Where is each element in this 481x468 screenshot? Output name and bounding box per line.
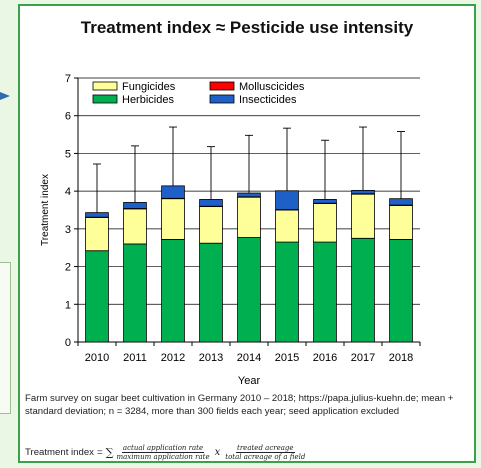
legend-label-molluscicides: Molluscicides (239, 81, 305, 93)
fraction-acreage: treated acreage total acreage of a field (225, 444, 305, 461)
bar-herbicides-2017 (351, 237, 375, 343)
y-tick-label: 3 (65, 224, 71, 236)
bar-fungicides-2018 (389, 205, 413, 240)
legend-swatch-molluscicides (209, 81, 235, 91)
legend-label-herbicides: Herbicides (122, 94, 174, 106)
stacked-bar-chart: 0 1 2 3 4 5 6 7 Treatment index Year 2010 2011 2012 2… (40, 73, 421, 387)
x-tick-label: 2011 (123, 352, 147, 364)
bar-fungicides-2013 (199, 206, 223, 244)
bar-insecticides-2013 (199, 199, 223, 207)
bar-herbicides-2015 (275, 241, 299, 343)
bar-fungicides-2012 (161, 198, 185, 240)
bar-insecticides-2014 (237, 192, 261, 198)
bar-insecticides-2016 (313, 199, 337, 204)
sum-symbol: ∑ (105, 445, 114, 459)
bar-herbicides-2014 (237, 237, 261, 343)
fraction-denominator: total acreage of a field (225, 452, 306, 461)
bar-insecticides-2015 (275, 190, 299, 211)
bar-herbicides-2016 (313, 241, 337, 343)
legend-swatch-herbicides (92, 94, 118, 104)
legend-swatch-fungicides (92, 81, 118, 91)
x-tick-label: 2012 (161, 352, 185, 364)
y-tick-label: 6 (65, 111, 71, 123)
x-tick-label: 2015 (275, 352, 299, 364)
y-tick-label: 1 (65, 299, 71, 311)
bar-fungicides-2014 (237, 196, 261, 238)
y-tick-label: 5 (65, 148, 71, 160)
bar-fungicides-2010 (85, 217, 109, 252)
legend-swatch-insecticides (209, 94, 235, 104)
bar-fungicides-2015 (275, 209, 299, 243)
bar-herbicides-2018 (389, 239, 413, 343)
treatment-index-formula: Treatment index = ∑ actual application r… (25, 442, 305, 462)
fraction-numerator: treated acreage (236, 443, 295, 453)
legend-label-insecticides: Insecticides (239, 94, 297, 106)
y-tick-label: 2 (65, 262, 71, 274)
x-tick-label: 2013 (199, 352, 223, 364)
x-tick-label: 2016 (313, 352, 337, 364)
fraction-denominator: maximum application rate (116, 452, 210, 461)
bar-insecticides-2010 (85, 212, 109, 218)
bar-herbicides-2012 (161, 239, 185, 343)
formula-equals: = (96, 446, 103, 458)
fraction-numerator: actual application rate (121, 443, 205, 453)
bar-fungicides-2016 (313, 203, 337, 243)
y-axis-label: Treatment index (40, 174, 51, 246)
x-tick-label: 2014 (237, 352, 261, 364)
bar-fungicides-2017 (351, 193, 375, 239)
legend-label-fungicides: Fungicides (122, 81, 176, 93)
chart-title: Treatment index ≈ Pesticide use intensit… (80, 18, 414, 37)
x-tick-label: 2017 (351, 352, 375, 364)
bar-insecticides-2011 (123, 202, 147, 209)
bar-insecticides-2012 (161, 185, 185, 199)
y-tick-label: 7 (65, 73, 71, 85)
adjacent-panel-edge (0, 262, 11, 414)
arrow-icon (0, 92, 10, 100)
fraction-application-rate: actual application rate maximum applicat… (116, 444, 209, 461)
bar-herbicides-2010 (85, 250, 109, 343)
x-tick-label: 2018 (389, 352, 413, 364)
chart-caption: Farm survey on sugar beet cultivation in… (25, 393, 454, 417)
multiply-symbol: x (214, 446, 221, 458)
bar-herbicides-2013 (199, 242, 223, 343)
x-tick-label: 2010 (85, 352, 109, 364)
bar-insecticides-2018 (389, 198, 413, 206)
bar-insecticides-2017 (351, 189, 375, 195)
formula-lhs: Treatment index (25, 446, 94, 458)
x-axis-label: Year (238, 375, 261, 387)
bar-herbicides-2011 (123, 243, 147, 343)
bar-fungicides-2011 (123, 208, 147, 245)
chart-panel: Treatment index ≈ Pesticide use intensit… (18, 4, 476, 463)
y-tick-label: 4 (65, 186, 71, 198)
y-tick-label: 0 (65, 337, 71, 349)
